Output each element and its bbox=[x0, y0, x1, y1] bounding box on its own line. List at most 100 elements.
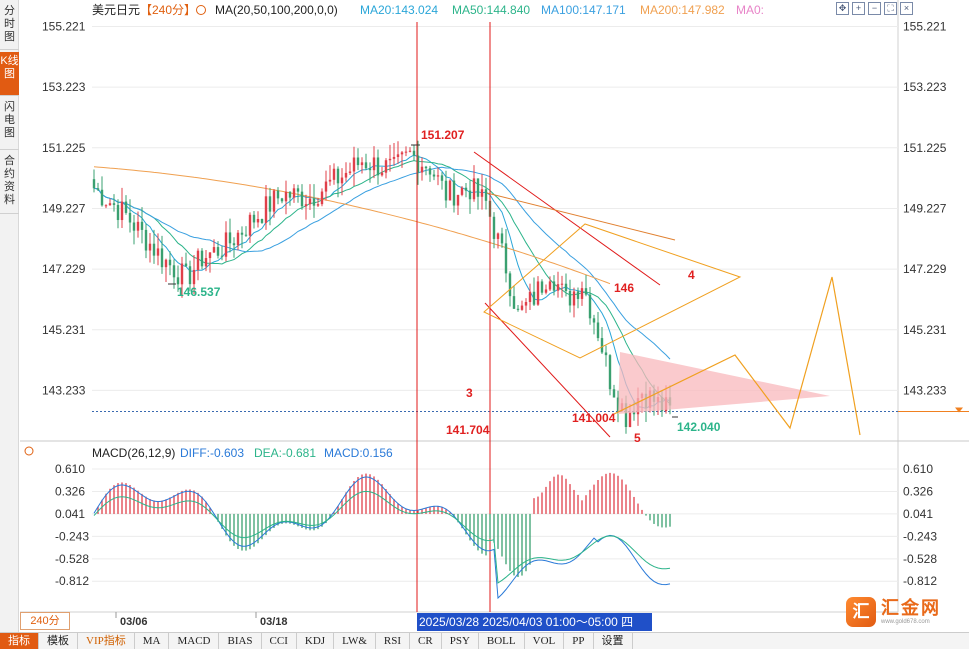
macd-tick-right: 0.610 bbox=[903, 462, 933, 476]
indicator-5[interactable]: BIAS bbox=[219, 633, 262, 649]
indicator-7[interactable]: KDJ bbox=[297, 633, 335, 649]
candle-body bbox=[292, 188, 296, 198]
indicator-0[interactable]: 指标 bbox=[0, 633, 39, 649]
candle-body bbox=[484, 189, 488, 201]
period-selector[interactable]: 240分 bbox=[20, 612, 70, 630]
price-tick-left: 155.221 bbox=[42, 19, 86, 33]
indicator-2[interactable]: VIP指标 bbox=[78, 633, 135, 649]
candle-body bbox=[332, 168, 336, 180]
close-icon[interactable]: × bbox=[900, 2, 913, 15]
candle-body bbox=[448, 180, 452, 201]
candle-body bbox=[132, 222, 136, 231]
candle-body bbox=[288, 191, 292, 198]
candle-body bbox=[336, 168, 340, 184]
price-tick-left: 147.229 bbox=[42, 262, 86, 276]
move-icon[interactable]: ✥ bbox=[836, 2, 849, 15]
indicator-4[interactable]: MACD bbox=[169, 633, 220, 649]
candle-body bbox=[584, 288, 588, 295]
candle-body bbox=[228, 232, 232, 244]
indicator-15[interactable]: 设置 bbox=[594, 633, 633, 649]
candle-body bbox=[540, 281, 544, 293]
candle-body bbox=[388, 158, 392, 161]
macd-tick-right: -0.812 bbox=[903, 574, 937, 588]
kline-chart[interactable]: 155.221 155.221 153.223 153.223 151.225 151.2… bbox=[0, 0, 969, 632]
zoom-out-icon[interactable]: − bbox=[868, 2, 881, 15]
candle-body bbox=[140, 221, 144, 230]
indicator-13[interactable]: VOL bbox=[525, 633, 565, 649]
ma100-line bbox=[93, 166, 671, 360]
candle-body bbox=[240, 232, 244, 235]
trend-line bbox=[486, 192, 676, 241]
candle-body bbox=[320, 191, 324, 205]
candle-body bbox=[120, 201, 124, 221]
indicator-11[interactable]: PSY bbox=[442, 633, 479, 649]
chart-toolbar: ✥ + − ⛶ × bbox=[836, 2, 913, 15]
candle-body bbox=[556, 284, 560, 291]
candle-body bbox=[524, 302, 528, 306]
candle-body bbox=[296, 188, 300, 192]
candle-body bbox=[376, 157, 380, 176]
candle-body bbox=[408, 150, 412, 152]
candle-body bbox=[356, 157, 360, 166]
candle-body bbox=[176, 277, 180, 285]
macd-diff-line bbox=[93, 476, 671, 600]
indicator-9[interactable]: RSI bbox=[376, 633, 411, 649]
indicator-12[interactable]: BOLL bbox=[479, 633, 525, 649]
candle-body bbox=[456, 194, 460, 206]
fullscreen-icon[interactable]: ⛶ bbox=[884, 2, 897, 15]
indicator-1[interactable]: 模板 bbox=[39, 633, 78, 649]
candle-body bbox=[340, 177, 344, 184]
candle-body bbox=[168, 259, 172, 266]
ma200-line bbox=[93, 166, 611, 285]
candle-body bbox=[160, 248, 164, 268]
annotation-wave: 3 bbox=[466, 386, 473, 400]
sidebar-tab-0[interactable]: 分时图 bbox=[0, 2, 19, 50]
price-tick-left: 143.233 bbox=[42, 383, 86, 397]
candle-body bbox=[576, 291, 580, 299]
candle-body bbox=[596, 322, 600, 339]
candle-body bbox=[324, 181, 328, 192]
time-label: 03/18 bbox=[260, 616, 288, 628]
ma-value-2: MA100:147.171 bbox=[541, 3, 626, 17]
candle-body bbox=[224, 232, 228, 257]
candle-body bbox=[500, 233, 504, 244]
indicator-6[interactable]: CCI bbox=[262, 633, 297, 649]
candle-body bbox=[432, 174, 436, 177]
indicator-3[interactable]: MA bbox=[135, 633, 170, 649]
macd-tick-left: 0.041 bbox=[55, 507, 85, 521]
indicator-10[interactable]: CR bbox=[410, 633, 442, 649]
ma-value-1: MA50:144.840 bbox=[452, 3, 530, 17]
price-tick-right: 151.225 bbox=[903, 141, 947, 155]
candle-body bbox=[304, 204, 308, 207]
candle-body bbox=[536, 281, 540, 305]
candle-body bbox=[220, 255, 224, 257]
annotation-low: 146.537 bbox=[177, 285, 221, 299]
price-annotations: 151.207 146.537 141.004 142.040 141.704 146 3 4… bbox=[168, 128, 721, 445]
candle-body bbox=[612, 389, 616, 398]
candle-body bbox=[564, 283, 568, 291]
candle-body bbox=[492, 216, 496, 239]
crosshair-date-label: 2025/03/28 2025/04/03 01:00～05:00 四 bbox=[417, 613, 652, 631]
indicator-8[interactable]: LW& bbox=[334, 633, 376, 649]
candlesticks bbox=[92, 140, 672, 434]
candle-body bbox=[560, 283, 564, 285]
candle-body bbox=[328, 179, 332, 182]
time-label: 03/06 bbox=[120, 616, 148, 628]
sidebar-tab-1[interactable]: K线图 bbox=[0, 52, 19, 96]
candle-body bbox=[188, 266, 192, 285]
sidebar-tab-3[interactable]: 合约资料 bbox=[0, 152, 19, 214]
zoom-in-icon[interactable]: + bbox=[852, 2, 865, 15]
price-tick-right: 143.233 bbox=[903, 383, 947, 397]
candle-body bbox=[552, 281, 556, 291]
price-tick-right: 145.231 bbox=[903, 323, 947, 337]
price-tick-left: 151.225 bbox=[42, 141, 86, 155]
candle-body bbox=[124, 201, 128, 213]
chart-headers: 美元日元 【240分】 MA(20,50,100,200,0,0) MA20:143.… bbox=[24, 3, 764, 460]
candle-body bbox=[172, 265, 176, 278]
indicator-14[interactable]: PP bbox=[564, 633, 594, 649]
triangle-pattern bbox=[618, 352, 830, 414]
sidebar-tab-2[interactable]: 闪电图 bbox=[0, 98, 19, 150]
candle-body bbox=[128, 212, 132, 223]
candle-body bbox=[572, 291, 576, 306]
candle-body bbox=[144, 229, 148, 251]
